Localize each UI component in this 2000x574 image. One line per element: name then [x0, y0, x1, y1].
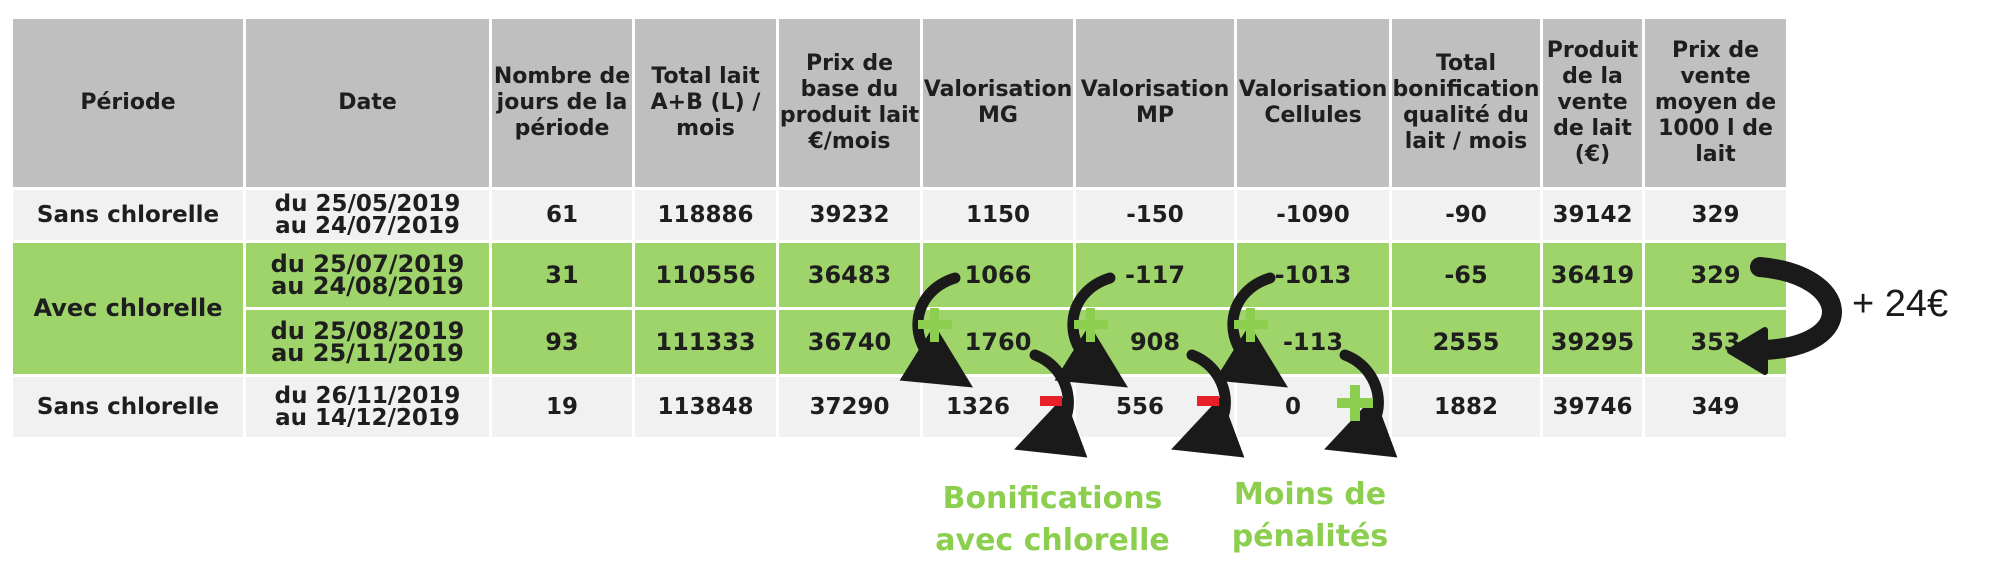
cell-date: du 25/05/2019 au 24/07/2019	[246, 190, 489, 240]
price-delta-label: + 24€	[1852, 283, 1949, 325]
cell-nb-jours: 93	[492, 310, 632, 374]
curved-arrow-icon	[1171, 349, 1245, 458]
table-row: Sans chlorelle du 26/11/2019 au 14/12/201…	[13, 377, 1786, 437]
table-row: du 25/08/2019 au 25/11/2019 93 111333 367…	[13, 310, 1786, 374]
cell-total-bonif: -65	[1392, 243, 1540, 307]
date-end: au 24/08/2019	[271, 272, 464, 300]
curved-arrow-icon	[1750, 257, 1842, 360]
minus-icon	[1197, 396, 1219, 406]
header-prix-vente: Prix de vente moyen de 1000 l de lait	[1645, 19, 1786, 187]
date-end: au 25/11/2019	[271, 339, 464, 367]
cell-val-mp: -150	[1076, 190, 1234, 240]
plus-icon	[918, 308, 952, 342]
cell-prix-vente: 349	[1645, 377, 1786, 437]
curved-arrow-icon	[1054, 272, 1128, 388]
plus-icon	[1074, 308, 1108, 342]
header-produit-vente: Produit de la vente de lait (€)	[1543, 19, 1642, 187]
curved-arrow-icon	[899, 272, 973, 388]
curved-arrow-icon	[1324, 349, 1398, 458]
cell-nb-jours: 19	[492, 377, 632, 437]
table-row: Sans chlorelle du 25/05/2019 au 24/07/201…	[13, 190, 1786, 240]
cell-produit-vente: 39142	[1543, 190, 1642, 240]
bonifications-note: Bonifications avec chlorelle	[935, 481, 1170, 558]
header-total-bonif: Total bonification qualité du lait / moi…	[1392, 19, 1540, 187]
header-val-cellules: Valorisation Cellules	[1237, 19, 1389, 187]
cell-prix-base: 37290	[779, 377, 920, 437]
date-end: au 24/07/2019	[275, 213, 460, 239]
cell-total-bonif: -90	[1392, 190, 1540, 240]
date-end: au 14/12/2019	[275, 405, 460, 431]
header-prix-base: Prix de base du produit lait €/mois	[779, 19, 920, 187]
date-start: du 25/05/2019	[274, 191, 461, 217]
cell-total-bonif: 2555	[1392, 310, 1540, 374]
value: 0	[1284, 393, 1301, 420]
value: 1326	[945, 393, 1010, 420]
milk-pricing-table: Période Date Nombre de jours de la pério…	[10, 16, 1789, 440]
table-row: Avec chlorelle du 25/07/2019 au 24/08/201…	[13, 243, 1786, 374]
curved-arrow-icon	[1014, 349, 1088, 458]
cell-produit-vente: 39295	[1543, 310, 1642, 374]
cell-date: du 26/11/2019 au 14/12/2019	[246, 377, 489, 437]
cell-prix-vente: 329	[1645, 190, 1786, 240]
cell-prix-base: 36740	[779, 310, 920, 374]
header-val-mp: Valorisation MP	[1076, 19, 1234, 187]
cell-total-lait: 111333	[635, 310, 776, 374]
date-start: du 26/11/2019	[274, 383, 461, 409]
value: 556	[1115, 393, 1164, 420]
cell-total-lait: 118886	[635, 190, 776, 240]
cell-val-cellules: -1090	[1237, 190, 1389, 240]
cell-prix-base: 36483	[779, 243, 920, 307]
cell-nb-jours: 31	[492, 243, 632, 307]
cell-produit-vente: 39746	[1543, 377, 1642, 437]
cell-periode: Sans chlorelle	[13, 377, 243, 437]
cell-total-lait: 113848	[635, 377, 776, 437]
header-total-lait: Total lait A+B (L) / mois	[635, 19, 776, 187]
penalites-note: Moins de pénalités	[1231, 477, 1389, 554]
cell-prix-base: 39232	[779, 190, 920, 240]
minus-icon	[1040, 396, 1062, 406]
cell-total-bonif: 1882	[1392, 377, 1540, 437]
cell-nb-jours: 61	[492, 190, 632, 240]
curved-arrow-icon	[1214, 272, 1288, 388]
header-periode: Période	[13, 19, 243, 187]
arrow-head-icon	[1727, 327, 1768, 375]
cell-total-lait: 110556	[635, 243, 776, 307]
cell-date: du 25/07/2019 au 24/08/2019	[246, 243, 489, 307]
header-nb-jours: Nombre de jours de la période	[492, 19, 632, 187]
date-start: du 25/08/2019	[270, 317, 465, 345]
cell-produit-vente: 36419	[1543, 243, 1642, 307]
cell-date: du 25/08/2019 au 25/11/2019	[246, 310, 489, 374]
header-date: Date	[246, 19, 489, 187]
date-start: du 25/07/2019	[270, 250, 465, 278]
cell-val-mg: 1150	[923, 190, 1073, 240]
cell-periode: Sans chlorelle	[13, 190, 243, 240]
header-val-mg: Valorisation MG	[923, 19, 1073, 187]
plus-icon	[1234, 308, 1268, 342]
cell-periode: Avec chlorelle	[13, 243, 243, 374]
plus-icon	[1337, 385, 1373, 421]
header-row: Période Date Nombre de jours de la pério…	[13, 19, 1786, 187]
